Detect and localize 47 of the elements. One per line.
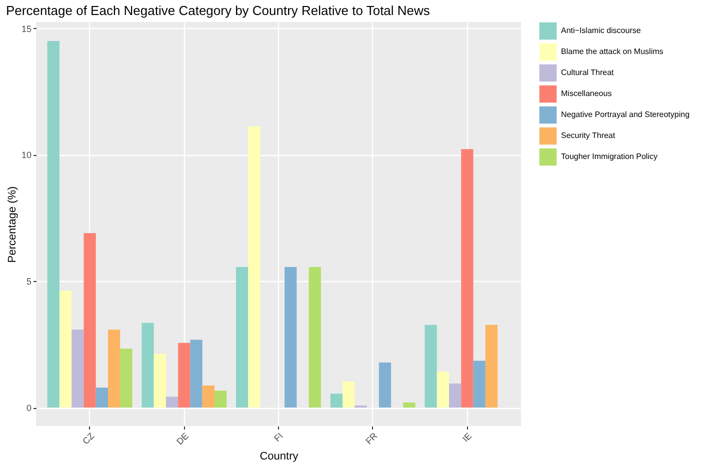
bar (142, 322, 154, 408)
bar (378, 362, 392, 408)
x-tick-label: FR (364, 430, 380, 446)
bar (202, 386, 214, 408)
legend-label: Negative Portrayal and Stereotyping (561, 110, 690, 119)
legend-label: Tougher Immigration Policy (561, 152, 658, 161)
bar (485, 324, 498, 408)
bar (449, 384, 462, 408)
bar (473, 360, 486, 408)
bar (84, 233, 96, 408)
bar (308, 266, 321, 408)
bar (214, 390, 227, 408)
bar (461, 149, 474, 408)
bar (178, 342, 190, 408)
x-tick-label: DE (174, 430, 191, 447)
bar (236, 266, 248, 408)
bar (248, 126, 260, 408)
bar (436, 372, 450, 408)
x-tick-label: CZ (80, 430, 96, 446)
x-axis-title: Country (260, 450, 299, 463)
bar (190, 340, 202, 408)
bar (108, 330, 120, 408)
x-tick-label: IE (460, 430, 474, 444)
bar (403, 402, 416, 408)
bar (154, 354, 166, 408)
y-tick-label: 15 (21, 24, 32, 34)
bar (284, 266, 297, 408)
bar (96, 388, 108, 408)
legend-label: Cultural Threat (561, 68, 615, 77)
y-tick-label: 5 (26, 276, 32, 287)
y-tick-label: 10 (21, 150, 32, 160)
bar (166, 396, 178, 408)
bar (330, 394, 343, 408)
legend-label: Anti−Islamic discourse (561, 26, 642, 35)
bar (120, 348, 132, 408)
legend-label: Miscellaneous (561, 89, 612, 98)
bar (59, 290, 72, 408)
legend-label: Security Threat (561, 131, 616, 140)
x-tick-label: FI (272, 430, 285, 444)
y-axis-title: Percentage (%) (6, 186, 18, 263)
legend-label: Blame the attack on Muslims (561, 47, 664, 56)
bar (47, 40, 60, 408)
bar (72, 330, 84, 408)
chart-title: Percentage of Each Negative Category by Country Relative to Total News (6, 3, 430, 18)
y-tick-label: 0 (26, 403, 32, 414)
bar (342, 382, 355, 408)
bar (424, 324, 437, 408)
